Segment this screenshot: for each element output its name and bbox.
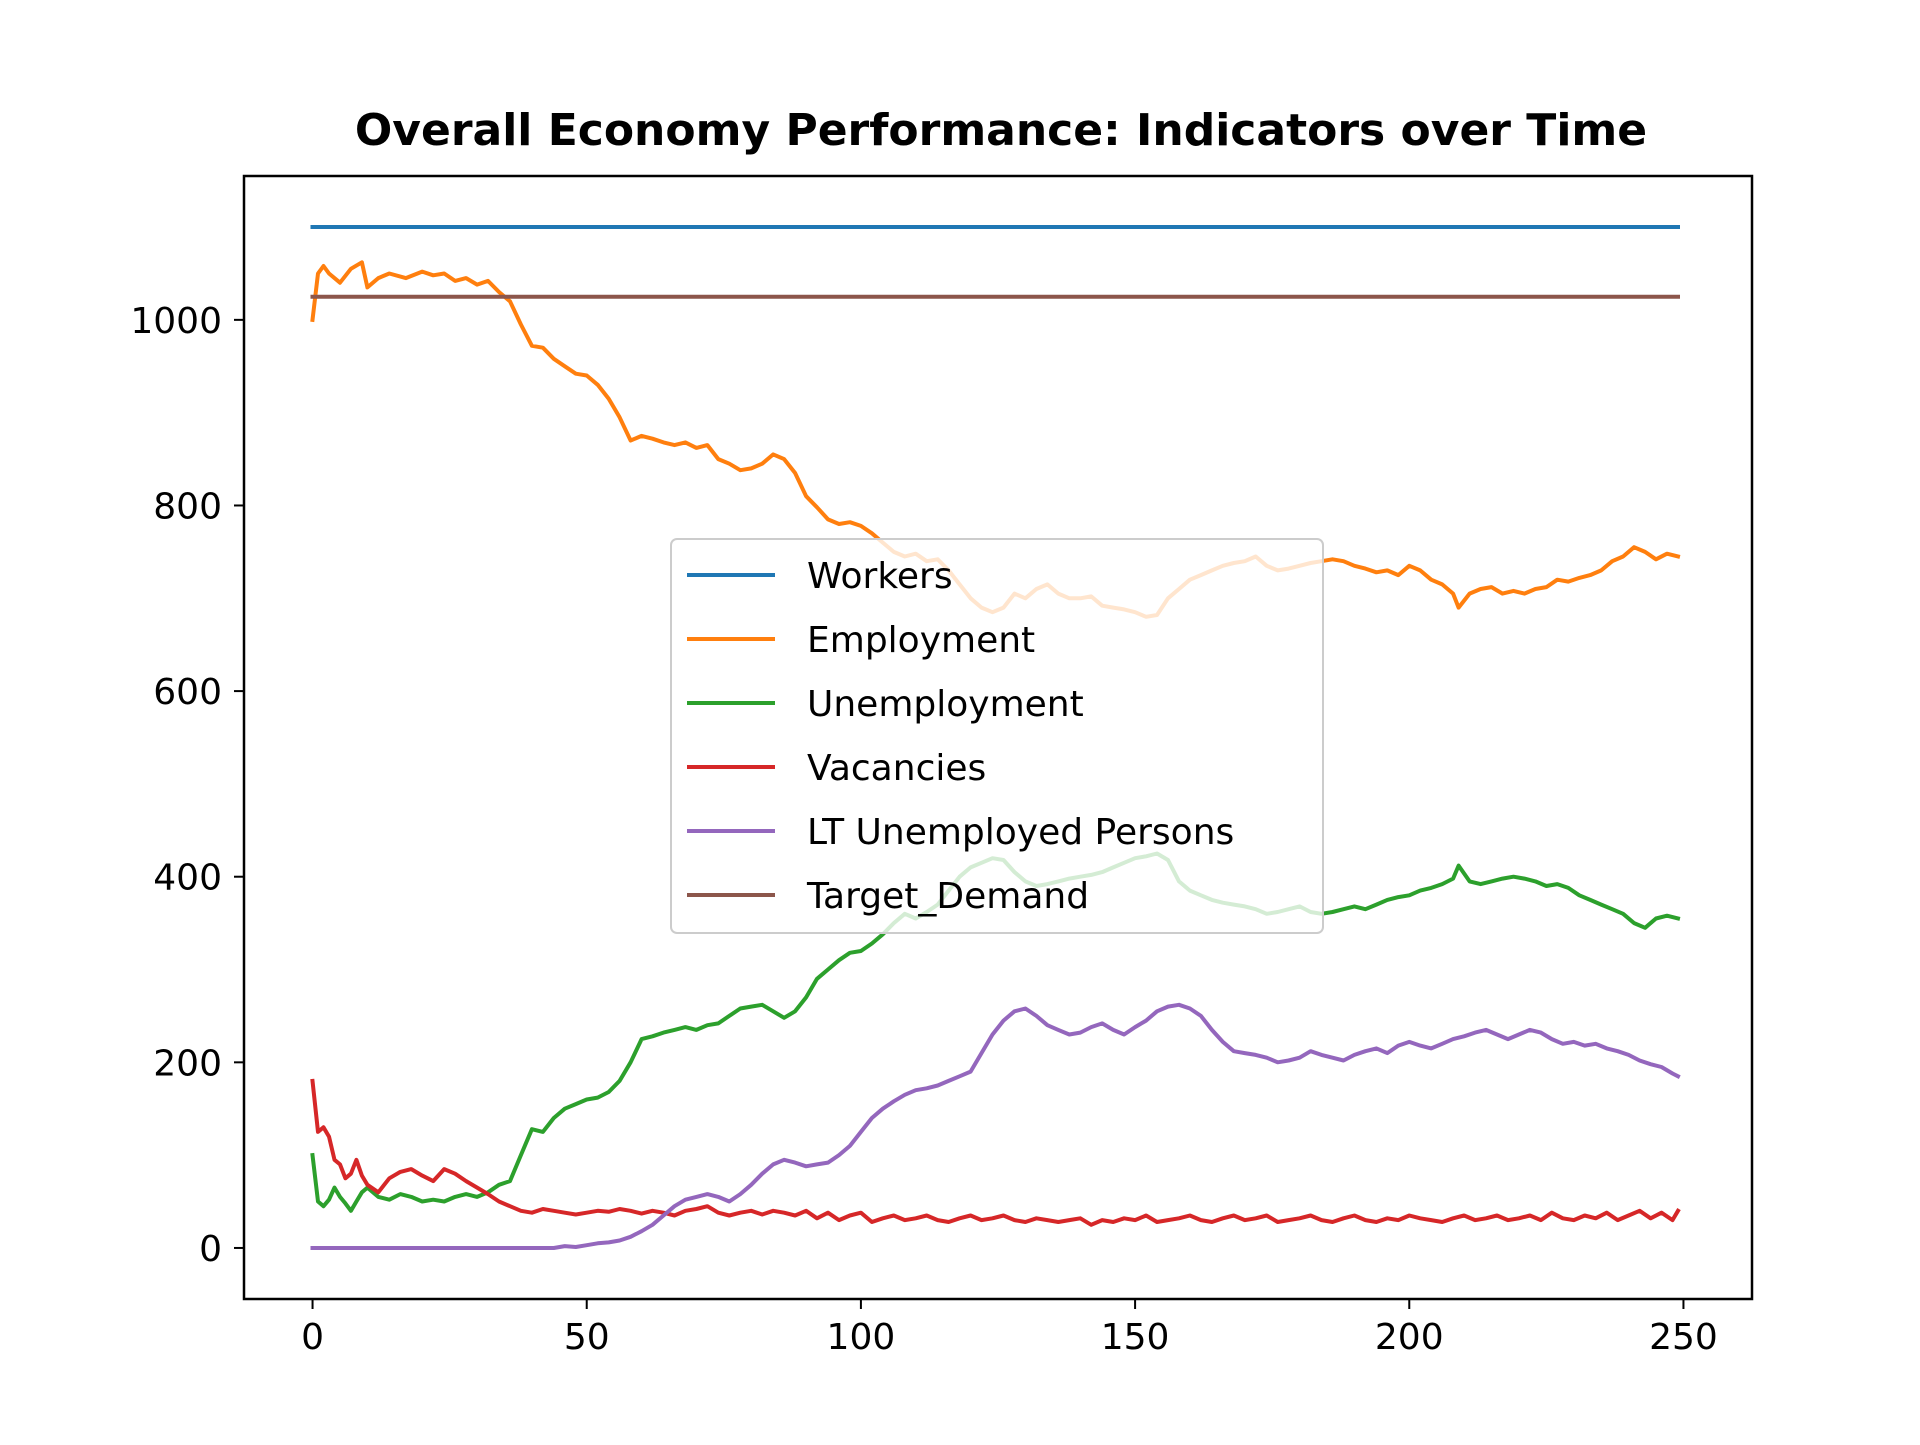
x-axis: 0 50 100 150 200 250 bbox=[301, 1299, 1718, 1358]
legend-label-0: Workers bbox=[807, 556, 953, 597]
y-tick-label-0: 0 bbox=[199, 1229, 222, 1270]
legend-label-4: LT Unemployed Persons bbox=[807, 812, 1234, 853]
y-tick-label-2: 400 bbox=[153, 858, 222, 899]
legend-label-1: Employment bbox=[807, 620, 1035, 661]
legend-label-2: Unemployment bbox=[807, 684, 1084, 725]
x-tick-label-5: 250 bbox=[1649, 1317, 1718, 1358]
x-tick-label-4: 200 bbox=[1375, 1317, 1444, 1358]
plot-frame bbox=[242, 174, 1754, 1301]
chart-title: Overall Economy Performance: Indicators … bbox=[355, 105, 1647, 156]
legend: Workers Employment Unemployment Vacancies LT… bbox=[670, 538, 1324, 934]
y-axis: 0 200 400 600 800 1000 bbox=[130, 301, 244, 1270]
y-tick-label-1: 200 bbox=[153, 1043, 222, 1084]
x-tick-label-3: 150 bbox=[1101, 1317, 1170, 1358]
legend-label-3: Vacancies bbox=[807, 748, 986, 789]
y-tick-label-3: 600 bbox=[153, 672, 222, 713]
x-tick-label-2: 100 bbox=[827, 1317, 896, 1358]
legend-label-5: Target_Demand bbox=[806, 876, 1089, 917]
x-tick-label-0: 0 bbox=[301, 1317, 324, 1358]
legend-box bbox=[670, 538, 1324, 934]
series-line-4 bbox=[310, 1002, 1681, 1250]
series-line-3 bbox=[310, 1078, 1681, 1227]
x-tick-label-1: 50 bbox=[564, 1317, 610, 1358]
y-tick-label-4: 800 bbox=[153, 486, 222, 527]
y-tick-label-5: 1000 bbox=[130, 301, 222, 342]
